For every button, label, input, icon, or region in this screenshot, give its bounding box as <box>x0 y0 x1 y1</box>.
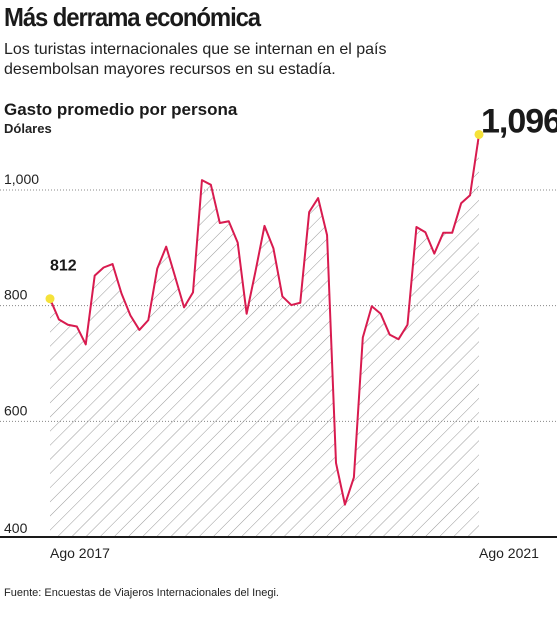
data-point-21 <box>237 242 239 244</box>
data-point-43 <box>433 253 435 255</box>
x-axis-start-label: Ago 2017 <box>50 545 110 561</box>
data-point-45 <box>451 232 453 234</box>
data-point-10 <box>138 329 140 331</box>
data-point-1 <box>58 319 60 321</box>
data-point-41 <box>415 226 417 228</box>
data-point-15 <box>183 306 185 308</box>
headline: Más derrama económica <box>4 2 261 32</box>
data-point-47 <box>469 194 471 196</box>
series-line <box>49 134 480 506</box>
y-tick-label-400: 400 <box>4 520 28 536</box>
data-point-40 <box>407 324 409 326</box>
marker-0 <box>45 294 55 304</box>
data-point-37 <box>380 313 382 315</box>
data-point-38 <box>389 334 391 336</box>
chart-unit-label: Dólares <box>4 121 52 136</box>
data-point-6 <box>103 267 105 269</box>
data-point-34 <box>353 476 355 478</box>
data-point-20 <box>228 220 230 222</box>
data-point-39 <box>398 338 400 340</box>
data-point-13 <box>165 246 167 248</box>
data-point-22 <box>246 313 248 315</box>
data-point-44 <box>442 232 444 234</box>
data-point-42 <box>424 231 426 233</box>
data-point-16 <box>192 291 194 293</box>
data-point-25 <box>272 247 274 249</box>
subtitle: Los turistas internacionales que se inte… <box>4 41 387 78</box>
chart-title: Gasto promedio por persona <box>4 100 238 119</box>
data-point-29 <box>308 211 310 213</box>
data-point-46 <box>460 202 462 204</box>
data-point-8 <box>121 293 123 295</box>
data-point-33 <box>344 504 346 506</box>
start-value-label: 812 <box>50 258 77 275</box>
series-line-path <box>49 134 480 506</box>
x-axis-end-label: Ago 2021 <box>479 545 539 561</box>
end-value-label: 1,096 <box>481 102 557 140</box>
data-point-31 <box>326 234 328 236</box>
data-point-7 <box>112 263 114 265</box>
data-point-19 <box>219 222 221 224</box>
marker-1 <box>474 129 484 139</box>
data-point-30 <box>317 197 319 199</box>
spending-line-chart: 400 600 800 1,000 Ago 2017 Ago 2021 812 1,09… <box>0 102 557 561</box>
data-point-17 <box>201 179 203 181</box>
data-point-24 <box>264 225 266 227</box>
data-point-18 <box>210 184 212 186</box>
area-fill <box>50 134 479 538</box>
data-point-26 <box>281 295 283 297</box>
data-point-3 <box>76 325 78 327</box>
data-point-14 <box>174 276 176 278</box>
data-point-9 <box>129 315 131 317</box>
data-point-2 <box>67 324 69 326</box>
data-point-28 <box>299 302 301 304</box>
data-point-36 <box>371 305 373 307</box>
hatched-area <box>50 134 479 538</box>
annotations: 812 1,096 <box>45 102 557 304</box>
data-point-35 <box>362 336 364 338</box>
data-point-27 <box>290 304 292 306</box>
y-tick-label-600: 600 <box>4 402 28 418</box>
data-point-5 <box>94 275 96 277</box>
y-tick-label-800: 800 <box>4 287 28 303</box>
data-point-23 <box>255 270 257 272</box>
y-tick-label-1000: 1,000 <box>4 171 39 187</box>
data-point-4 <box>85 343 87 345</box>
y-axis-ticks: 400 600 800 1,000 <box>4 171 39 536</box>
data-point-11 <box>147 319 149 321</box>
source-note: Fuente: Encuestas de Viajeros Internacio… <box>4 587 279 599</box>
data-point-32 <box>335 462 337 464</box>
data-point-12 <box>156 268 158 270</box>
